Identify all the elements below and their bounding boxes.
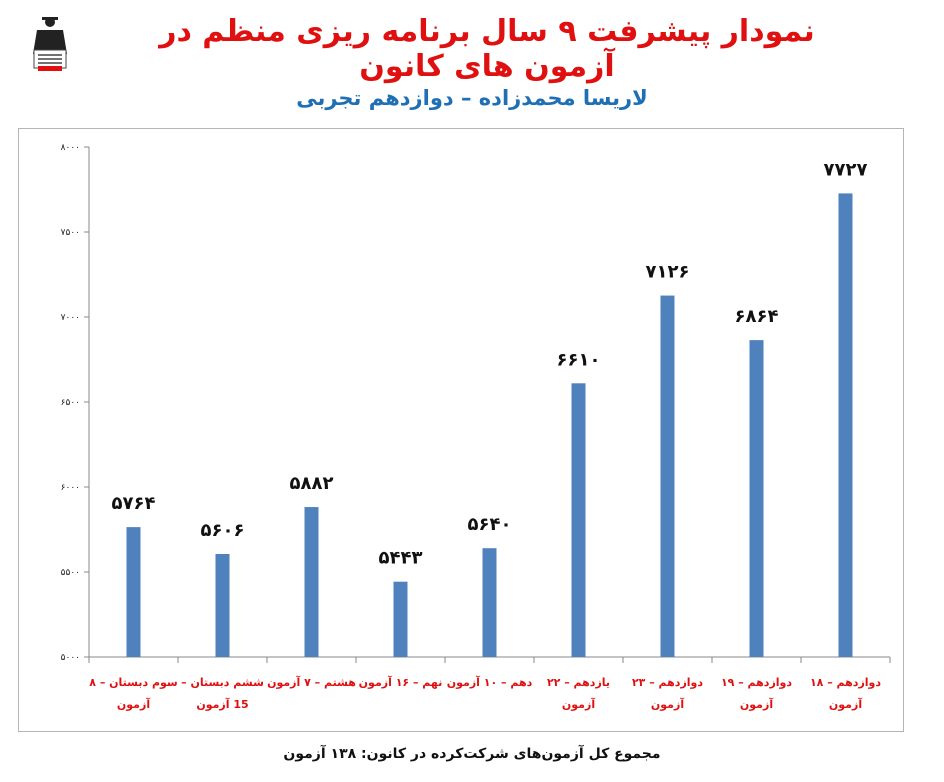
total-exams-footer: مجموع کل آزمون‌های شرکت‌کرده در کانون: ۱… — [283, 746, 661, 762]
y-tick-label: ۵۵۰۰ — [61, 568, 80, 578]
category-label: دوازدهم – ۲۳ — [632, 676, 703, 689]
bar — [304, 507, 319, 657]
data-label: ۶۸۶۴ — [735, 306, 779, 327]
category-label: 15 آزمون — [196, 697, 248, 711]
bar — [393, 581, 408, 657]
graduate-logo-icon — [33, 17, 67, 71]
y-tick-label: ۸۰۰۰ — [61, 143, 80, 153]
bar — [749, 340, 764, 657]
category-label: دوازدهم – ۱۸ — [810, 676, 881, 689]
y-tick-label: ۶۰۰۰ — [61, 483, 80, 493]
chart-frame — [18, 128, 904, 732]
bar — [215, 553, 230, 657]
chart-title: نمودار پیشرفت ۹ سال برنامه ریزی منظم در … — [159, 14, 815, 84]
data-label: ۵۶۰۶ — [201, 520, 245, 541]
data-label: ۵۴۴۳ — [379, 548, 423, 569]
data-label: ۵۶۴۰ — [468, 514, 512, 535]
bar — [838, 193, 853, 657]
bar — [126, 527, 141, 657]
category-label: آزمون — [740, 697, 773, 711]
data-label: ۷۱۲۶ — [646, 262, 690, 283]
chart-subtitle: لاریسا محمدزاده – دوازدهم تجربی — [296, 86, 648, 110]
category-label: آزمون — [829, 697, 862, 711]
category-label: آزمون — [117, 697, 150, 711]
data-label: ۶۶۱۰ — [557, 349, 601, 370]
category-label: ششم دبستان – — [181, 676, 264, 689]
category-label: یازدهم – ۲۲ — [547, 676, 610, 689]
y-tick-label: ۷۵۰۰ — [61, 228, 80, 238]
bar — [482, 548, 497, 657]
bar — [660, 295, 675, 657]
data-label: ۷۷۲۷ — [824, 159, 868, 180]
y-tick-label: ۷۰۰۰ — [61, 313, 80, 323]
bar — [571, 383, 586, 657]
category-label: دهم – ۱۰ آزمون — [447, 675, 533, 689]
data-label: ۵۷۶۴ — [112, 493, 156, 514]
category-label: نهم – ۱۶ آزمون — [359, 675, 443, 689]
y-tick-label: ۶۵۰۰ — [61, 398, 80, 408]
category-label: آزمون — [651, 697, 684, 711]
category-label: دوازدهم – ۱۹ — [721, 676, 792, 689]
category-label: سوم دبستان – ۸ — [89, 676, 177, 689]
category-label: هشتم – ۷ آزمون — [267, 675, 356, 689]
category-label: آزمون — [562, 697, 595, 711]
y-tick-label: ۵۰۰۰ — [61, 653, 80, 663]
data-label: ۵۸۸۲ — [290, 473, 334, 494]
